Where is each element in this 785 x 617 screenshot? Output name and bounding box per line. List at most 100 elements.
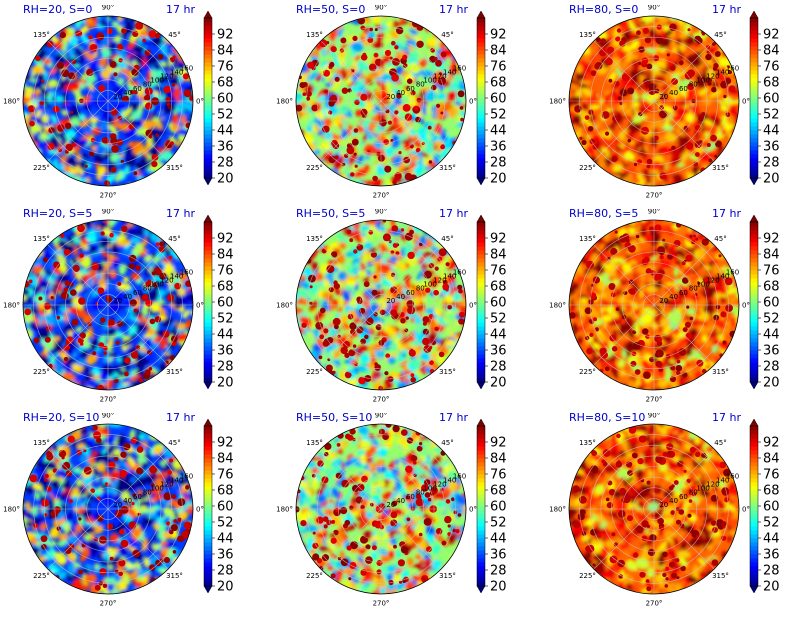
colorbar-step xyxy=(750,574,758,578)
colorbar-step xyxy=(204,126,212,130)
colorbar-step xyxy=(750,26,758,30)
colorbar-extend-max xyxy=(204,11,212,18)
colorbar-step xyxy=(477,138,485,142)
angle-tick-label: 225° xyxy=(579,572,596,580)
angle-tick-label: 315° xyxy=(439,368,456,376)
colorbar-tick-label: 60 xyxy=(490,296,507,311)
colorbar-step xyxy=(204,118,212,122)
colorbar-step xyxy=(750,114,758,118)
colorbar-tick-label: 20 xyxy=(490,376,507,391)
colorbar-step xyxy=(204,346,212,350)
colorbar-step xyxy=(204,154,212,158)
angle-tick-label: 315° xyxy=(712,572,729,580)
colorbar-tick-label: 36 xyxy=(763,140,780,155)
colorbar-step xyxy=(477,158,485,162)
colorbar-tick-label: 60 xyxy=(490,500,507,515)
colorbar-step xyxy=(750,578,758,582)
colorbar-step xyxy=(750,378,758,382)
colorbar-step xyxy=(750,330,758,334)
colorbar-step xyxy=(477,518,485,522)
colorbar-tick-label: 52 xyxy=(217,312,234,327)
colorbar-step xyxy=(204,250,212,254)
colorbar-step xyxy=(477,278,485,282)
colorbar-step xyxy=(750,558,758,562)
colorbar-step xyxy=(477,450,485,454)
colorbar-step xyxy=(204,34,212,38)
radial-tick-label: 60 xyxy=(679,85,688,93)
colorbar-step xyxy=(477,346,485,350)
colorbar-step xyxy=(204,318,212,322)
colorbar-step xyxy=(204,70,212,74)
angle-tick-label: 270° xyxy=(100,192,117,200)
colorbar-step xyxy=(750,442,758,446)
colorbar-tick-label: 20 xyxy=(217,172,234,187)
colorbar-step xyxy=(204,150,212,154)
colorbar-step xyxy=(750,374,758,378)
colorbar-step xyxy=(477,546,485,550)
angle-tick-label: 135° xyxy=(579,31,596,39)
colorbar-step xyxy=(477,134,485,138)
colorbar-step xyxy=(750,294,758,298)
colorbar-step xyxy=(477,362,485,366)
angle-tick-label: 90° xyxy=(648,413,660,420)
colorbar-step xyxy=(204,266,212,270)
colorbar-tick-label: 60 xyxy=(763,500,780,515)
colorbar-step xyxy=(477,314,485,318)
radial-tick-label: 160 xyxy=(726,269,739,277)
colorbar-step xyxy=(204,230,212,234)
colorbar-extend-max xyxy=(750,419,758,426)
angle-tick-label: 90° xyxy=(648,209,660,216)
colorbar-tick-label: 44 xyxy=(490,328,507,343)
colorbar-step xyxy=(477,54,485,58)
colorbar-step xyxy=(477,98,485,102)
colorbar-step xyxy=(477,566,485,570)
colorbar-step xyxy=(204,86,212,90)
radial-tick-label: 60 xyxy=(133,289,142,297)
colorbar-tick-label: 52 xyxy=(763,516,780,531)
colorbar-step xyxy=(477,310,485,314)
colorbar-step xyxy=(750,518,758,522)
colorbar-step xyxy=(477,290,485,294)
radial-tick-label: 60 xyxy=(406,289,415,297)
angle-tick-label: 270° xyxy=(373,192,390,200)
colorbar-step xyxy=(477,558,485,562)
colorbar-tick-label: 28 xyxy=(217,360,234,375)
colorbar-step xyxy=(750,22,758,26)
colorbar-step xyxy=(477,530,485,534)
colorbar-step xyxy=(204,538,212,542)
angle-tick-label: 135° xyxy=(306,235,323,243)
colorbar-step xyxy=(477,118,485,122)
colorbar-step xyxy=(477,526,485,530)
colorbar-step xyxy=(750,454,758,458)
colorbar-step xyxy=(750,322,758,326)
colorbar-step xyxy=(477,46,485,50)
colorbar-tick-label: 36 xyxy=(490,344,507,359)
colorbar-step xyxy=(204,530,212,534)
colorbar-step xyxy=(477,342,485,346)
colorbar-step xyxy=(477,154,485,158)
colorbar-step xyxy=(204,62,212,66)
colorbar-tick-label: 92 xyxy=(217,232,234,247)
colorbar-step xyxy=(477,478,485,482)
angle-tick-label: 315° xyxy=(166,164,183,172)
colorbar-step xyxy=(204,58,212,62)
colorbar-step xyxy=(477,538,485,542)
radial-tick-label: 60 xyxy=(679,289,688,297)
colorbar-step xyxy=(477,354,485,358)
colorbar-step xyxy=(477,90,485,94)
colorbar-tick-label: 28 xyxy=(490,360,507,375)
angle-tick-label: 180° xyxy=(3,506,20,514)
colorbar-step xyxy=(750,50,758,54)
colorbar-step xyxy=(204,342,212,346)
colorbar-extend-max xyxy=(750,215,758,222)
radial-tick-label: 20 xyxy=(386,501,395,509)
colorbar-step xyxy=(750,478,758,482)
colorbar-tick-label: 44 xyxy=(217,328,234,343)
colorbar-step xyxy=(204,98,212,102)
colorbar-step xyxy=(477,330,485,334)
